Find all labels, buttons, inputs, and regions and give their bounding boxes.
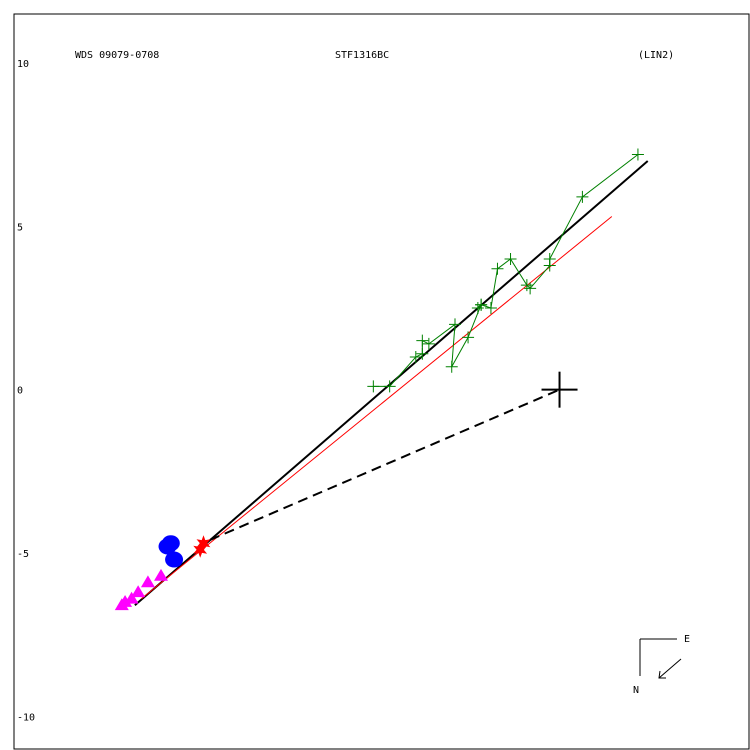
micrometer-point <box>504 253 517 265</box>
micrometer-observations <box>367 148 644 393</box>
y-tick-label: 0 <box>17 386 23 397</box>
micrometer-point <box>367 380 380 393</box>
micrometer-point <box>422 337 435 350</box>
primary-connector-line <box>209 388 560 541</box>
y-tick-labels: 10 5 0 -5 -10 <box>17 59 35 723</box>
alternate-fit-line <box>141 216 613 600</box>
micrometer-point <box>409 351 422 363</box>
orbit-type-label: (LIN2) <box>638 50 674 61</box>
micrometer-point <box>471 302 484 314</box>
y-tick-label: 5 <box>17 222 23 233</box>
micrometer-point <box>524 282 537 295</box>
plot-frame <box>13 13 750 750</box>
micrometer-point <box>445 360 458 373</box>
interferometric-observations <box>158 535 184 568</box>
photographic-point <box>140 575 155 588</box>
photographic-point <box>114 598 129 611</box>
micrometer-point <box>520 279 533 292</box>
compass: E N <box>633 634 690 696</box>
micrometer-point <box>449 318 461 331</box>
first-observation-star <box>196 535 211 552</box>
micrometer-point <box>484 302 497 314</box>
photographic-point <box>154 568 168 581</box>
compass-motion-arrow <box>658 658 682 679</box>
interferometric-point <box>161 535 180 552</box>
compass-north-label: N <box>633 685 639 696</box>
y-tick-label: -5 <box>17 549 29 560</box>
micrometer-point <box>576 190 589 203</box>
interferometric-point <box>165 551 184 568</box>
first-observation-star <box>193 541 208 558</box>
micrometer-point <box>491 262 504 275</box>
micrometer-point <box>631 148 644 161</box>
micrometer-track <box>373 154 639 387</box>
y-tick-label: 10 <box>17 59 29 70</box>
micrometer-point <box>383 380 396 393</box>
micrometer-point <box>462 331 475 344</box>
y-tick-label: -10 <box>17 712 35 723</box>
micrometer-point <box>416 347 429 360</box>
micrometer-point <box>543 259 556 272</box>
photographic-point <box>131 585 146 598</box>
micrometer-point <box>416 334 429 347</box>
micrometer-point <box>475 298 488 311</box>
compass-east-label: E <box>684 634 690 645</box>
photographic-observations <box>114 568 168 611</box>
primary-star-marker <box>541 371 578 408</box>
first-observations <box>193 535 211 558</box>
pair-name-label: STF1316BC <box>335 50 389 61</box>
compass-arrow-head <box>658 670 666 679</box>
wds-id-label: WDS 09079-0708 <box>75 50 159 61</box>
